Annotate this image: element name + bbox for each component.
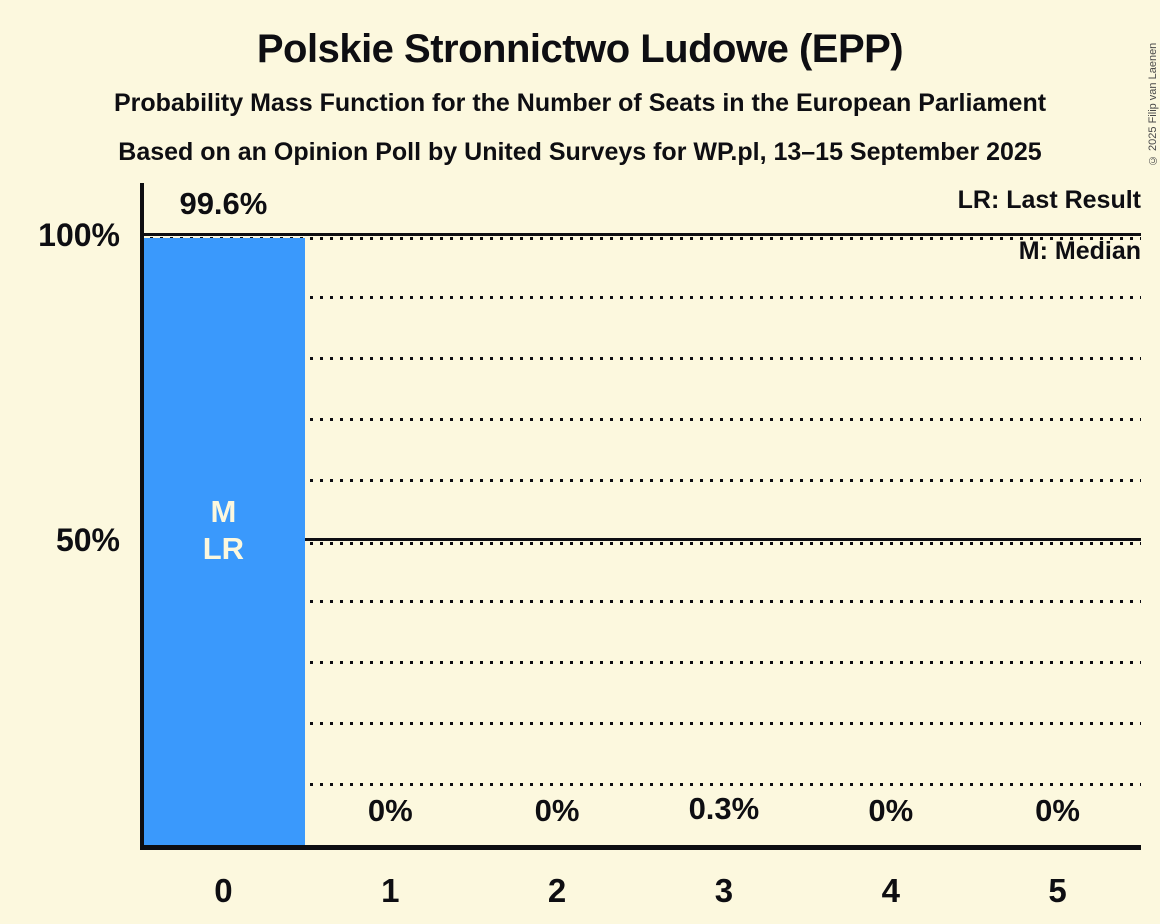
gridline-dotted-70: [140, 417, 1141, 421]
bar-annotation-line: M: [210, 493, 237, 529]
x-axis-line: [140, 845, 1141, 850]
x-tick-label-5: 5: [1048, 872, 1067, 909]
value-label-seat-1: 0%: [367, 793, 413, 828]
gridline-dotted-40: [140, 600, 1141, 604]
value-label-seat-4: 0%: [868, 793, 914, 828]
y-tick-label-50: 50%: [55, 521, 120, 558]
bar-seat-0: [142, 238, 305, 845]
y-axis-line: [140, 183, 144, 850]
x-tick-label-4: 4: [881, 872, 900, 909]
legend-last-result: LR: Last Result: [957, 186, 1141, 214]
value-label-seat-2: 0%: [534, 793, 580, 828]
bar-annotation-seat-0: M LR: [203, 493, 244, 567]
x-tick-label-0: 0: [214, 872, 233, 909]
value-label-seat-5: 0%: [1035, 793, 1080, 828]
value-label-seat-3: 0.3%: [688, 791, 760, 827]
value-label-seat-0: 99.6%: [179, 186, 268, 222]
gridline-dotted-10: [140, 783, 1141, 787]
x-tick-label-1: 1: [381, 872, 400, 909]
gridline-dotted-90: [140, 295, 1141, 299]
legend-median: M: Median: [1018, 237, 1141, 265]
page-title: Polskie Stronnictwo Ludowe (EPP): [256, 27, 904, 71]
gridline-dotted-30: [140, 661, 1141, 665]
gridline-dotted-80: [140, 356, 1141, 360]
x-tick-label-2: 2: [547, 872, 567, 909]
chart-subtitle: Probability Mass Function for the Number…: [113, 89, 1047, 117]
gridline-solid-50: [140, 537, 1141, 541]
gridline-solid-dots-100: [140, 237, 1141, 240]
gridline-dotted-60: [140, 478, 1141, 482]
x-tick-label-3: 3: [714, 872, 734, 909]
gridline-solid-dots-50: [140, 541, 1141, 545]
bar-annotation-line: LR: [202, 530, 245, 566]
chart-source-line: Based on an Opinion Poll by United Surve…: [118, 138, 1042, 166]
gridline-dotted-20: [140, 722, 1141, 726]
y-tick-label-100: 100%: [38, 217, 120, 253]
gridline-solid-100: [140, 233, 1141, 236]
